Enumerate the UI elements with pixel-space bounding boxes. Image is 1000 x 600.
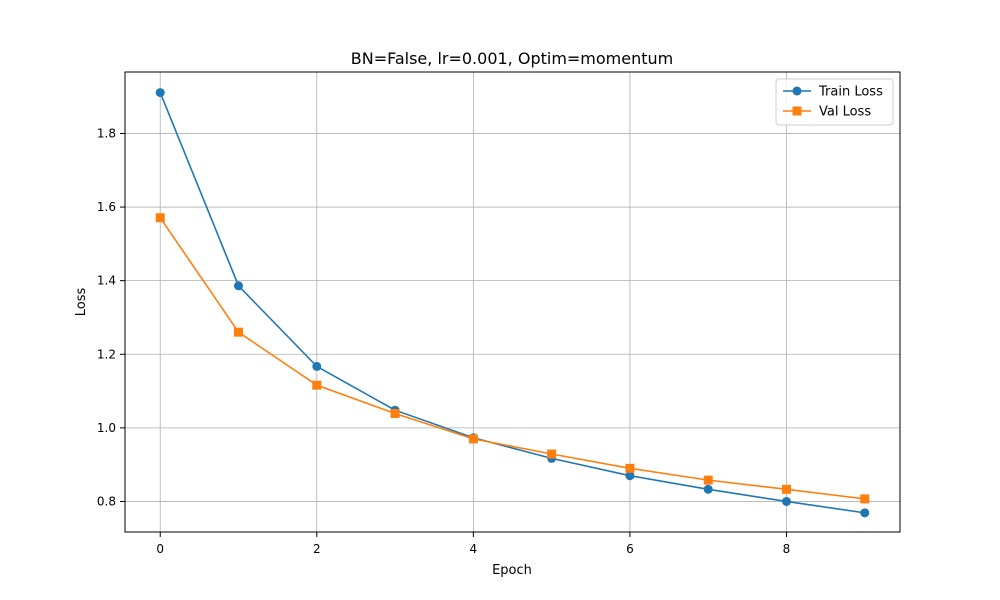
data-point bbox=[234, 327, 244, 337]
data-point bbox=[547, 449, 557, 459]
data-point bbox=[703, 475, 713, 485]
plot-frame bbox=[124, 71, 901, 533]
legend-label: Train Loss bbox=[818, 85, 883, 100]
data-point bbox=[468, 434, 478, 444]
data-point bbox=[781, 496, 791, 506]
x-tick-label: 4 bbox=[470, 542, 478, 556]
data-point bbox=[312, 361, 322, 371]
data-point bbox=[703, 484, 713, 494]
data-point bbox=[155, 213, 165, 223]
data-point bbox=[860, 508, 870, 518]
x-tick-label: 6 bbox=[626, 542, 634, 556]
grid bbox=[125, 72, 900, 532]
y-tick-label: 1.8 bbox=[97, 126, 116, 140]
series-val-loss bbox=[155, 213, 870, 504]
series-line bbox=[159, 217, 865, 500]
legend-marker bbox=[792, 86, 802, 96]
x-axis-label: Epoch bbox=[492, 563, 532, 578]
y-axis-label: Loss bbox=[74, 288, 89, 317]
y-tick-label: 1.6 bbox=[97, 200, 116, 214]
data-point bbox=[155, 88, 165, 98]
data-point bbox=[781, 484, 791, 494]
legend-marker bbox=[792, 106, 802, 116]
axis-ticks: 0 2 4 6 8 0.8 1.0 1.2 1.4 1.6 1.8 bbox=[97, 126, 790, 556]
legend: Train Loss Val Loss bbox=[775, 78, 894, 126]
legend-label: Val Loss bbox=[819, 105, 871, 120]
data-point bbox=[860, 494, 870, 504]
y-tick-label: 1.2 bbox=[97, 347, 116, 361]
y-tick-label: 1.4 bbox=[97, 274, 116, 288]
data-point bbox=[312, 380, 322, 390]
data-point bbox=[390, 409, 400, 419]
data-point bbox=[625, 463, 635, 473]
series-layer bbox=[155, 88, 870, 518]
x-tick-label: 8 bbox=[783, 542, 791, 556]
chart-title: BN=False, lr=0.001, Optim=momentum bbox=[351, 49, 674, 68]
y-tick-label: 1.0 bbox=[97, 421, 116, 435]
data-point bbox=[234, 281, 244, 291]
data-point bbox=[625, 471, 635, 481]
y-tick-label: 0.8 bbox=[97, 494, 116, 508]
x-tick-label: 0 bbox=[156, 542, 164, 556]
x-tick-label: 2 bbox=[313, 542, 321, 556]
series-line bbox=[159, 92, 865, 514]
